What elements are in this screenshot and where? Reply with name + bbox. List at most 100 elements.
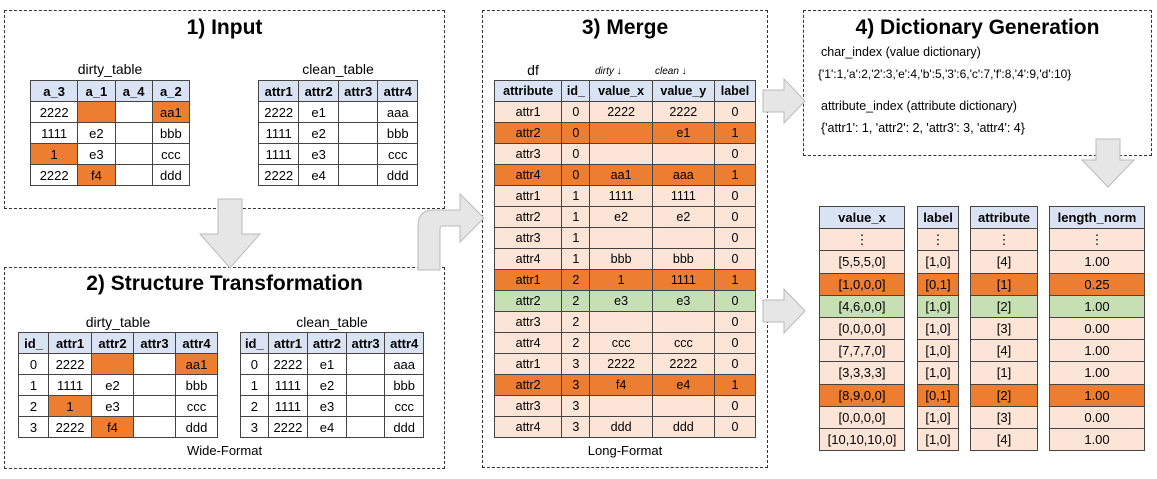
- table-cell: ⋮: [917, 228, 959, 252]
- table-cell: 0: [713, 185, 757, 207]
- table-cell: [0,1]: [917, 383, 959, 407]
- table-row: attr3 3 0: [493, 395, 757, 417]
- table-cell: 1111: [29, 122, 79, 144]
- table-cell: 1111: [651, 269, 715, 291]
- input-panel-title: 1) Input: [186, 16, 263, 39]
- table-row: 3 2222 e4 ddd: [240, 416, 424, 438]
- table-row: [1]: [970, 272, 1038, 296]
- table-row: 1111 e2 bbb: [29, 122, 191, 144]
- table-row: 0 2222 e1 aaa: [240, 353, 424, 375]
- table-cell: [4]: [970, 250, 1038, 274]
- column-header: attr3: [337, 80, 379, 102]
- table-cell: 2: [561, 311, 591, 333]
- table-cell: 3: [561, 395, 591, 417]
- table-cell: attr3: [493, 395, 563, 417]
- table-cell: f4: [589, 374, 653, 396]
- column-header: value_y: [651, 80, 715, 102]
- table-row: ⋮: [970, 228, 1038, 252]
- merge-panel-title: 3) Merge: [581, 16, 669, 39]
- table-row: ⋮: [917, 228, 959, 252]
- table-row: 2222 aa1: [29, 101, 191, 123]
- table-cell: 1.00: [1049, 339, 1145, 363]
- length-norm-table: length_norm ⋮ 1.00 0.25 1.00 0.00 1.00 1.00 1.00…: [1049, 205, 1145, 452]
- table-row: [0,0,0,0]: [819, 316, 905, 341]
- table-cell: bbb: [377, 122, 418, 144]
- structure-panel: [4, 267, 445, 469]
- table-cell: 1: [713, 374, 757, 396]
- table-cell: [3]: [970, 405, 1038, 429]
- table-row: attr1 2 1 1111 1: [493, 269, 757, 291]
- column-header: label: [713, 80, 757, 102]
- table-cell: f4: [91, 416, 134, 438]
- table-row: [1,0]: [917, 250, 959, 274]
- table-cell: 1: [713, 164, 757, 186]
- table-row: attr3 2 0: [493, 311, 757, 333]
- table-row: 0.00: [1049, 316, 1145, 341]
- attribute-table: attribute ⋮ [4] [1] [2] [3] [4] [1] [2] [3] [4]: [970, 205, 1038, 452]
- table-cell: 0: [713, 311, 757, 333]
- column-header: attr1: [48, 332, 92, 354]
- table-row: [1,0]: [917, 316, 959, 341]
- table-cell: [345, 353, 386, 375]
- table-row: [8,9,0,0]: [819, 383, 905, 407]
- table-cell: 0: [713, 101, 757, 123]
- table-row: [7,7,7,0]: [819, 339, 905, 363]
- table-cell: 1.00: [1049, 427, 1145, 452]
- table-cell: 1.00: [1049, 361, 1145, 385]
- column-header: attr1: [257, 80, 300, 102]
- table-row: 2 1 e3 ccc: [17, 395, 219, 417]
- table-cell: 1: [713, 122, 757, 144]
- table-cell: 1.00: [1049, 250, 1145, 274]
- table-cell: 2222: [48, 353, 92, 375]
- table-cell: ddd: [651, 416, 715, 438]
- table-row: [2]: [970, 383, 1038, 407]
- header-row: a_3 a_1 a_4 a_2: [29, 80, 191, 102]
- table-cell: 1111: [651, 185, 715, 207]
- table-cell: 0: [713, 227, 757, 249]
- column-header: attr1: [267, 332, 309, 354]
- table-cell: [651, 143, 715, 165]
- attribute-index-value: {'attr1': 1, 'attr2': 2, 'attr3': 3, 'at…: [821, 121, 1025, 135]
- table-row: 0 2222 aa1: [17, 353, 219, 375]
- table-row: 1 e3 ccc: [29, 143, 191, 165]
- table-cell: 0: [713, 416, 757, 438]
- table-cell: [7,7,7,0]: [819, 339, 905, 363]
- table-cell: 3: [240, 416, 269, 438]
- column-header: id_: [561, 80, 591, 102]
- table-cell: 0.00: [1049, 405, 1145, 429]
- table-cell: [4]: [970, 427, 1038, 452]
- table-cell: [114, 164, 153, 186]
- table-row: 2222 e1 aaa: [257, 101, 418, 123]
- table-cell: 1111: [257, 143, 300, 165]
- header-row: length_norm: [1049, 205, 1145, 230]
- table-cell: attr2: [493, 374, 563, 396]
- table-row: 2222 f4 ddd: [29, 164, 191, 186]
- table-cell: [4,6,0,0]: [819, 294, 905, 318]
- table-row: [1,0,0,0]: [819, 272, 905, 296]
- table-row: [4]: [970, 339, 1038, 363]
- table-cell: 1: [561, 227, 591, 249]
- table-cell: ⋮: [970, 228, 1038, 252]
- table-cell: [1,0]: [917, 316, 959, 341]
- table-cell: [91, 353, 134, 375]
- table-cell: 0: [713, 248, 757, 270]
- header-row: id_ attr1 attr2 attr3 attr4: [17, 332, 219, 354]
- table-row: [2]: [970, 294, 1038, 318]
- table-row: attr4 1 bbb bbb 0: [493, 248, 757, 270]
- table-cell: 2: [561, 290, 591, 312]
- table-row: 1.00: [1049, 427, 1145, 452]
- column-header: a_3: [29, 80, 79, 102]
- table-cell: ddd: [589, 416, 653, 438]
- table-cell: [132, 395, 176, 417]
- table-cell: [0,0,0,0]: [819, 316, 905, 341]
- arrow-down-input-to-structure: [198, 198, 262, 269]
- table-cell: 0: [561, 164, 591, 186]
- table-cell: [1,0,0,0]: [819, 272, 905, 296]
- table-cell: 2222: [29, 164, 79, 186]
- input-dirty-caption: dirty_table: [77, 61, 143, 77]
- table-cell: 2: [240, 395, 269, 417]
- table-cell: ⋮: [1049, 228, 1145, 252]
- table-cell: 1.00: [1049, 383, 1145, 407]
- table-row: attr1 0 2222 2222 0: [493, 101, 757, 123]
- table-cell: e3: [651, 290, 715, 312]
